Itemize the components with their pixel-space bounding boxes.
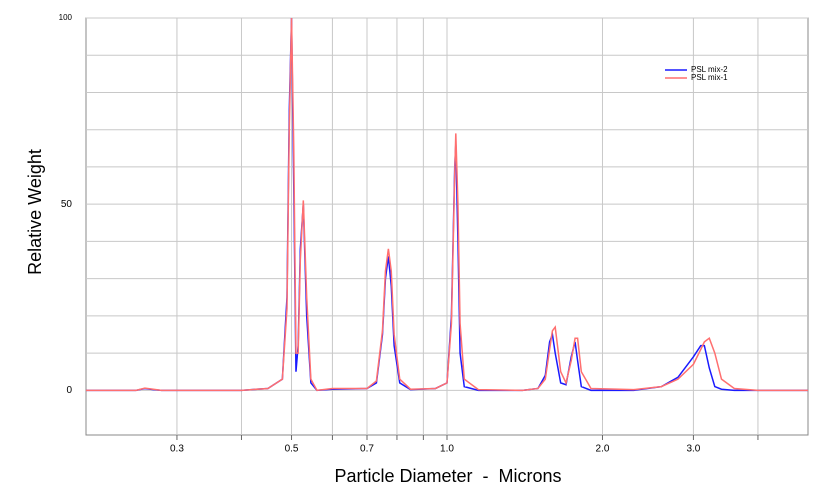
y-tick-label: 50 [61,199,73,210]
y-tick-label: 0 [66,385,72,396]
x-tick-label: 0.5 [285,444,299,455]
y-axis-title: Relative Weight [25,149,45,275]
x-tick-label: 2.0 [596,444,610,455]
legend-label: PSL mix-2 [691,65,728,74]
x-tick-label: 0.7 [360,444,374,455]
y-tick-label: 100 [59,13,73,22]
x-tick-label: 1.0 [440,444,454,455]
x-axis-title: Particle Diameter - Microns [334,466,561,486]
x-tick-label: 3.0 [686,444,700,455]
legend-label: PSL mix-1 [691,73,728,82]
x-tick-label: 0.3 [170,444,184,455]
data-line [86,17,808,392]
